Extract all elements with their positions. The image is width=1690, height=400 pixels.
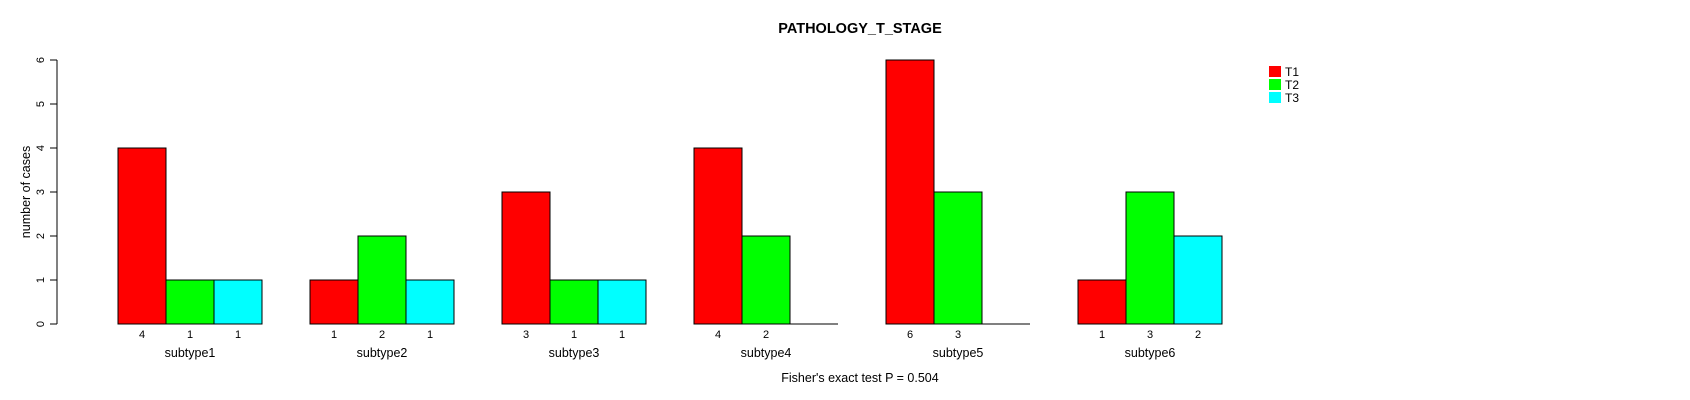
legend-label-t2: T2 (1285, 78, 1299, 92)
bar-value-label: 3 (523, 329, 529, 341)
y-axis-label: number of cases (19, 146, 33, 238)
bar-value-label: 1 (1099, 329, 1105, 341)
bar-value-label: 1 (427, 329, 433, 341)
category-label: subtype6 (1125, 346, 1176, 360)
y-axis-tick-label: 2 (35, 233, 47, 239)
bar-value-label: 1 (571, 329, 577, 341)
bar-t2-subtype5 (933, 191, 983, 325)
bar-value-label: 4 (715, 329, 721, 341)
bar-t1-subtype5 (885, 59, 935, 325)
bar-value-label: 4 (139, 329, 145, 341)
bar-value-label: 2 (379, 329, 385, 341)
bar-t2-subtype1 (165, 279, 215, 325)
bar-t3-subtype2 (405, 279, 455, 325)
bar-t1-subtype3 (501, 191, 551, 325)
bar-t2-subtype3 (549, 279, 599, 325)
bar-t1-subtype6 (1077, 279, 1127, 325)
bar-value-label: 1 (331, 329, 337, 341)
y-axis-tick-label: 1 (35, 277, 47, 283)
legend-label-t3: T3 (1285, 91, 1299, 105)
bar-t1-subtype4 (693, 147, 743, 325)
bar-value-label: 2 (1195, 329, 1201, 341)
bar-value-label: 6 (907, 329, 913, 341)
fisher-test-annotation: Fisher's exact test P = 0.504 (781, 371, 938, 385)
bar-t3-subtype3 (597, 279, 647, 325)
category-label: subtype1 (165, 346, 216, 360)
bar-value-label: 1 (619, 329, 625, 341)
chart-title: PATHOLOGY_T_STAGE (778, 21, 942, 37)
y-axis-tick-label: 4 (35, 145, 47, 151)
legend-swatch-t2 (1269, 79, 1281, 90)
y-axis-tick-label: 5 (35, 101, 47, 107)
bar-t2-subtype4 (741, 235, 791, 325)
category-label: subtype2 (357, 346, 408, 360)
legend-label-t1: T1 (1285, 65, 1299, 79)
bar-t1-subtype1 (117, 147, 167, 325)
bar-value-label: 1 (235, 329, 241, 341)
bar-t2-subtype2 (357, 235, 407, 325)
y-axis-tick-label: 0 (35, 321, 47, 327)
bar-t2-subtype6 (1125, 191, 1175, 325)
bar-t1-subtype2 (309, 279, 359, 325)
bar-value-label: 3 (1147, 329, 1153, 341)
bar-t3-subtype1 (213, 279, 263, 325)
bar-value-label: 2 (763, 329, 769, 341)
category-label: subtype3 (549, 346, 600, 360)
bar-value-label: 3 (955, 329, 961, 341)
bar-value-label: 1 (187, 329, 193, 341)
bar-t3-subtype6 (1173, 235, 1223, 325)
y-axis-tick-label: 3 (35, 189, 47, 195)
legend-swatch-t1 (1269, 66, 1281, 77)
y-axis-tick-label: 6 (35, 57, 47, 63)
category-label: subtype5 (933, 346, 984, 360)
legend-swatch-t3 (1269, 92, 1281, 103)
category-label: subtype4 (741, 346, 792, 360)
